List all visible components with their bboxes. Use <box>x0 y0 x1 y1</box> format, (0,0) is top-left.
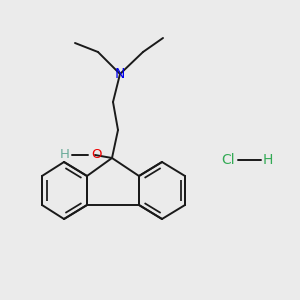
Text: H: H <box>60 148 70 161</box>
Text: Cl: Cl <box>221 153 235 167</box>
Text: O: O <box>91 148 101 161</box>
Text: N: N <box>115 67 125 81</box>
Text: H: H <box>263 153 273 167</box>
